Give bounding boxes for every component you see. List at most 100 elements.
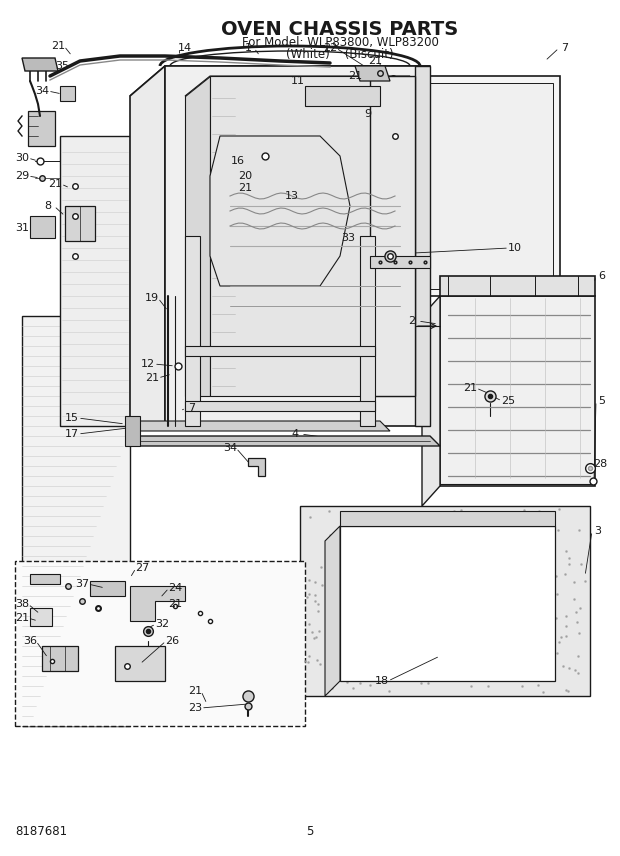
Polygon shape (30, 608, 52, 626)
Point (426, 661, 436, 675)
Point (379, 546, 389, 560)
Point (384, 562, 394, 576)
Text: 37: 37 (75, 579, 89, 589)
Polygon shape (415, 66, 430, 426)
Point (428, 545, 438, 559)
Text: 6: 6 (598, 271, 606, 281)
Point (513, 518, 523, 532)
Text: 23: 23 (188, 703, 202, 713)
Point (342, 541, 352, 555)
Text: 21: 21 (48, 179, 62, 189)
Point (576, 556, 586, 570)
Point (440, 517, 450, 531)
Point (328, 596, 338, 609)
Polygon shape (185, 346, 375, 356)
Point (326, 576, 336, 590)
Point (445, 599, 454, 613)
Point (526, 634, 536, 648)
Point (304, 617, 314, 631)
Point (416, 676, 426, 690)
Polygon shape (115, 646, 165, 681)
Point (335, 669, 345, 682)
Point (352, 574, 361, 587)
Point (532, 641, 542, 655)
Point (521, 568, 531, 582)
Point (445, 578, 455, 591)
Polygon shape (300, 506, 590, 696)
Point (540, 623, 550, 637)
Point (373, 543, 383, 556)
Polygon shape (395, 76, 560, 296)
Point (314, 624, 324, 638)
Point (345, 598, 355, 612)
Point (316, 560, 326, 574)
Polygon shape (65, 206, 95, 241)
Text: 35: 35 (55, 61, 69, 71)
Point (345, 563, 355, 577)
Point (331, 619, 341, 633)
Text: 29: 29 (15, 171, 29, 181)
Text: 9: 9 (365, 109, 371, 119)
Point (388, 627, 397, 641)
Point (485, 602, 495, 615)
Point (401, 534, 410, 548)
Point (347, 515, 356, 529)
Point (534, 515, 544, 529)
Point (404, 598, 414, 612)
Point (364, 532, 374, 545)
Point (441, 578, 451, 591)
Point (339, 593, 349, 607)
Point (313, 597, 323, 611)
Point (514, 615, 524, 629)
Point (571, 605, 581, 619)
Point (459, 539, 469, 553)
Text: OVEN CHASSIS PARTS: OVEN CHASSIS PARTS (221, 20, 459, 39)
Point (570, 663, 580, 677)
Point (574, 523, 584, 537)
Point (378, 506, 388, 520)
Point (381, 514, 391, 527)
Point (465, 538, 475, 552)
Point (498, 600, 508, 614)
Point (551, 611, 561, 625)
Point (574, 666, 583, 680)
Point (496, 663, 506, 677)
Point (456, 580, 466, 593)
Point (518, 543, 528, 556)
Point (510, 551, 520, 565)
Point (335, 628, 345, 642)
Point (374, 556, 384, 569)
Point (328, 629, 338, 643)
Point (469, 614, 479, 627)
Text: 21: 21 (368, 56, 382, 66)
Point (459, 664, 469, 678)
Text: 16: 16 (231, 156, 245, 166)
Point (490, 532, 500, 546)
Point (322, 570, 332, 584)
Text: 24: 24 (168, 583, 182, 593)
Point (510, 581, 520, 595)
Point (333, 566, 343, 580)
Point (350, 588, 360, 602)
Point (573, 649, 583, 663)
Point (334, 637, 344, 651)
Point (554, 502, 564, 516)
Point (544, 658, 554, 672)
Point (368, 520, 378, 533)
Point (392, 642, 402, 656)
Point (404, 547, 414, 561)
Point (404, 557, 414, 571)
Text: 21: 21 (463, 383, 477, 393)
Point (304, 649, 314, 663)
Point (363, 626, 373, 639)
Point (415, 671, 425, 685)
Point (513, 660, 523, 674)
Point (463, 532, 473, 545)
Point (379, 664, 389, 678)
Point (399, 597, 409, 611)
Text: 3: 3 (595, 526, 601, 536)
Text: 34: 34 (35, 86, 49, 96)
Point (560, 619, 570, 633)
Text: (White)    (Biscuit): (White) (Biscuit) (286, 48, 394, 61)
Point (552, 646, 562, 660)
